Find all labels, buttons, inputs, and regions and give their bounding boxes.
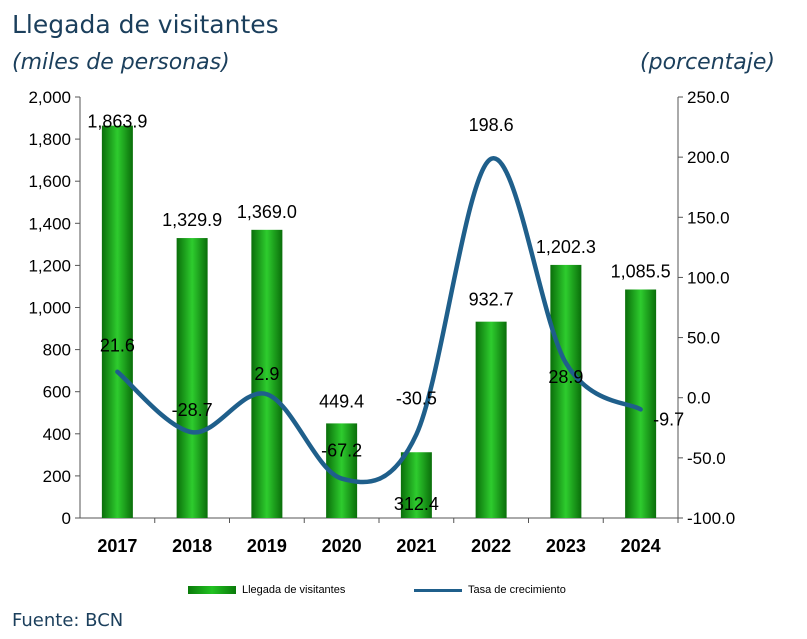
- y-right-tick-label: 200.0: [687, 148, 730, 167]
- line-value-label: -67.2: [321, 441, 362, 461]
- bar: [251, 229, 283, 518]
- x-tick-label: 2020: [322, 536, 362, 556]
- source-note: Fuente: BCN: [12, 610, 124, 631]
- bar-value-label: 932.7: [469, 290, 514, 310]
- y-right-tick-label: -100.0: [687, 509, 735, 528]
- right-axis-unit: (porcentaje): [640, 50, 775, 75]
- bar-value-label: 1,329.9: [162, 210, 222, 230]
- line-value-label: -30.5: [396, 388, 437, 408]
- y-right-tick-label: 250.0: [687, 88, 730, 107]
- y-left-tick-label: 400: [43, 425, 71, 444]
- bar-value-label: 1,369.0: [237, 202, 297, 222]
- bar-value-label: 312.4: [394, 494, 439, 514]
- y-left-tick-label: 1,200: [28, 256, 71, 275]
- y-left-tick-label: 0: [62, 509, 71, 528]
- y-left-tick-label: 1,600: [28, 172, 71, 191]
- line-value-label: 2.9: [254, 364, 279, 384]
- x-tick-label: 2022: [471, 536, 511, 556]
- line-value-label: 21.6: [100, 336, 135, 356]
- y-left-tick-label: 1,800: [28, 130, 71, 149]
- bar: [176, 238, 208, 519]
- left-axis-unit: (miles de personas): [12, 50, 230, 75]
- bar-value-label: 1,085.5: [611, 262, 671, 282]
- legend-bar-swatch: [188, 586, 236, 594]
- legend-bar-label: Llegada de visitantes: [242, 584, 346, 596]
- bar-value-label: 1,863.9: [87, 112, 147, 132]
- growth-rate-line: [115, 156, 643, 485]
- x-tick-label: 2021: [396, 536, 436, 556]
- bar: [550, 264, 582, 518]
- bar: [400, 452, 432, 518]
- legend-item-line: Tasa de crecimiento: [414, 584, 566, 596]
- line-value-label: -9.7: [653, 409, 684, 429]
- line-value-label: -28.7: [172, 400, 213, 420]
- line-value-label: 198.6: [469, 115, 514, 135]
- x-tick-label: 2017: [97, 536, 137, 556]
- bar-value-label: 449.4: [319, 391, 364, 411]
- y-right-tick-label: 50.0: [687, 329, 720, 348]
- y-left-tick-label: 600: [43, 383, 71, 402]
- bar: [475, 321, 507, 518]
- bar-value-label: 1,202.3: [536, 237, 596, 257]
- legend-item-bar: Llegada de visitantes: [188, 584, 345, 596]
- y-left-tick-label: 1,000: [28, 299, 71, 318]
- legend-line-label: Tasa de crecimiento: [468, 584, 566, 596]
- legend: Llegada de visitantes Tasa de crecimient…: [0, 584, 807, 604]
- chart-title: Llegada de visitantes: [12, 10, 279, 39]
- y-left-tick-label: 1,400: [28, 214, 71, 233]
- bar: [101, 125, 133, 518]
- x-tick-label: 2023: [546, 536, 586, 556]
- x-tick-label: 2024: [621, 536, 661, 556]
- y-left-tick-label: 2,000: [28, 88, 71, 107]
- y-right-tick-label: 0.0: [687, 389, 711, 408]
- x-tick-label: 2018: [172, 536, 212, 556]
- y-left-tick-label: 200: [43, 467, 71, 486]
- line-value-label: 28.9: [548, 367, 583, 387]
- y-right-tick-label: 100.0: [687, 268, 730, 287]
- x-tick-label: 2019: [247, 536, 287, 556]
- y-left-tick-label: 800: [43, 341, 71, 360]
- y-right-tick-label: -50.0: [687, 449, 726, 468]
- y-right-tick-label: 150.0: [687, 208, 730, 227]
- legend-line-swatch: [414, 588, 462, 592]
